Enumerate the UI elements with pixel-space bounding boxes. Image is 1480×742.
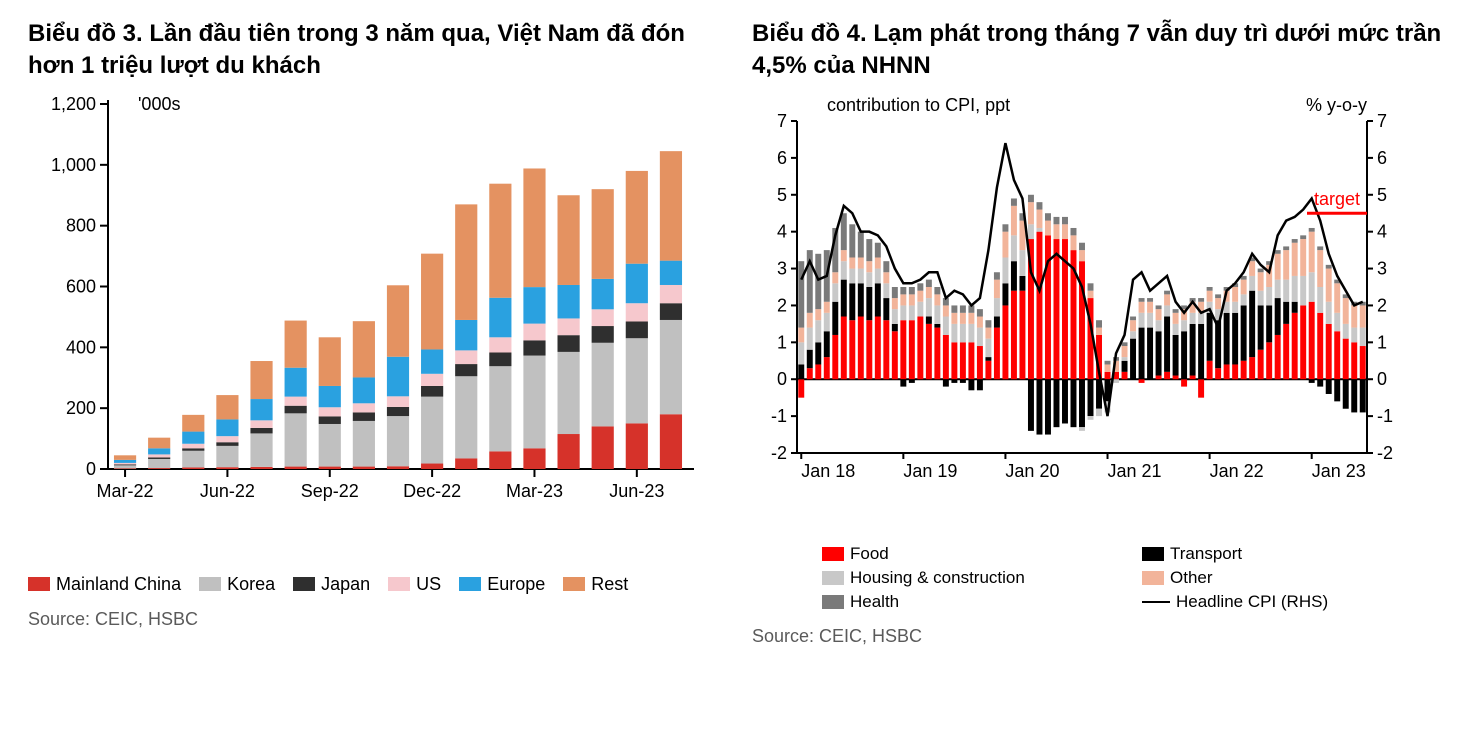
legend-label: Other — [1170, 568, 1213, 588]
legend-label: Housing & construction — [850, 568, 1025, 588]
svg-text:7: 7 — [777, 111, 787, 131]
svg-text:Jan 20: Jan 20 — [1005, 461, 1059, 481]
svg-text:1,000: 1,000 — [51, 155, 96, 175]
chart3-legend-us: US — [388, 574, 441, 595]
svg-text:'000s: '000s — [138, 94, 180, 114]
legend-label: Japan — [321, 574, 370, 595]
svg-text:-2: -2 — [1377, 443, 1393, 463]
legend-swatch — [822, 547, 844, 561]
svg-text:5: 5 — [1377, 185, 1387, 205]
chart4-legend-other: Other — [1142, 568, 1452, 588]
legend-label: Rest — [591, 574, 628, 595]
legend-swatch — [28, 577, 50, 591]
chart4-legend: Food Transport Housing & construction Other… — [752, 544, 1452, 612]
legend-swatch — [388, 577, 410, 591]
legend-swatch — [199, 577, 221, 591]
legend-label: Food — [850, 544, 889, 564]
svg-text:Jan 21: Jan 21 — [1108, 461, 1162, 481]
svg-text:800: 800 — [66, 215, 96, 235]
legend-label: Mainland China — [56, 574, 181, 595]
chart4-plot-area: contribution to CPI, ppt % y-o-y -2 -2 -1 -1 0… — [752, 89, 1452, 534]
chart4-legend-cpi-line: Headline CPI (RHS) — [1142, 592, 1452, 612]
svg-text:4: 4 — [777, 221, 787, 241]
chart3-legend-korea: Korea — [199, 574, 275, 595]
legend-label: Health — [850, 592, 899, 612]
legend-swatch — [1142, 547, 1164, 561]
svg-text:0: 0 — [86, 459, 96, 479]
svg-text:2: 2 — [777, 295, 787, 315]
legend-swatch — [563, 577, 585, 591]
svg-text:6: 6 — [1377, 148, 1387, 168]
legend-label: Transport — [1170, 544, 1242, 564]
svg-text:5: 5 — [777, 185, 787, 205]
svg-text:3: 3 — [1377, 258, 1387, 278]
svg-text:Jan 18: Jan 18 — [801, 461, 855, 481]
legend-label: Headline CPI (RHS) — [1176, 592, 1328, 612]
svg-text:Dec-22: Dec-22 — [403, 481, 461, 501]
svg-text:600: 600 — [66, 276, 96, 296]
legend-swatch — [459, 577, 481, 591]
svg-text:7: 7 — [1377, 111, 1387, 131]
svg-text:-1: -1 — [771, 406, 787, 426]
svg-text:contribution to CPI, ppt: contribution to CPI, ppt — [827, 95, 1010, 115]
svg-text:0: 0 — [1377, 369, 1387, 389]
legend-label: US — [416, 574, 441, 595]
svg-text:Sep-22: Sep-22 — [301, 481, 359, 501]
chart4-legend-housing: Housing & construction — [822, 568, 1132, 588]
chart4-legend-transport: Transport — [1142, 544, 1452, 564]
legend-label: Europe — [487, 574, 545, 595]
svg-text:Jan 22: Jan 22 — [1210, 461, 1264, 481]
chart4-legend-health: Health — [822, 592, 1132, 612]
svg-text:Mar-23: Mar-23 — [506, 481, 563, 501]
legend-label: Korea — [227, 574, 275, 595]
svg-text:% y-o-y: % y-o-y — [1306, 95, 1367, 115]
svg-text:1,200: 1,200 — [51, 94, 96, 114]
svg-text:6: 6 — [777, 148, 787, 168]
chart3-title: Biểu đồ 3. Lần đầu tiên trong 3 năm qua,… — [28, 18, 712, 83]
chart3-plot-area: 0 200 400 600 800 1,000 1,200 '000s Mar-22 Jun-22… — [28, 89, 712, 564]
svg-text:target: target — [1314, 189, 1360, 209]
chart3-legend-mainland_china: Mainland China — [28, 574, 181, 595]
svg-text:1: 1 — [1377, 332, 1387, 352]
legend-swatch — [822, 595, 844, 609]
chart3-panel: Biểu đồ 3. Lần đầu tiên trong 3 năm qua,… — [28, 18, 712, 647]
svg-text:2: 2 — [1377, 295, 1387, 315]
svg-text:0: 0 — [777, 369, 787, 389]
svg-text:4: 4 — [1377, 221, 1387, 241]
svg-text:Jan 19: Jan 19 — [903, 461, 957, 481]
chart3-legend-japan: Japan — [293, 574, 370, 595]
svg-text:3: 3 — [777, 258, 787, 278]
chart4-legend-food: Food — [822, 544, 1132, 564]
legend-swatch — [822, 571, 844, 585]
svg-text:Jun-22: Jun-22 — [200, 481, 255, 501]
legend-swatch — [1142, 571, 1164, 585]
svg-text:Jun-23: Jun-23 — [609, 481, 664, 501]
svg-text:200: 200 — [66, 398, 96, 418]
svg-text:Mar-22: Mar-22 — [97, 481, 154, 501]
chart4-panel: Biểu đồ 4. Lạm phát trong tháng 7 vẫn du… — [752, 18, 1452, 647]
chart3-legend-rest: Rest — [563, 574, 628, 595]
chart4-source: Source: CEIC, HSBC — [752, 626, 1452, 647]
svg-text:-1: -1 — [1377, 406, 1393, 426]
chart4-title: Biểu đồ 4. Lạm phát trong tháng 7 vẫn du… — [752, 18, 1452, 83]
chart3-source: Source: CEIC, HSBC — [28, 609, 712, 630]
svg-text:Jan 23: Jan 23 — [1312, 461, 1366, 481]
svg-text:-2: -2 — [771, 443, 787, 463]
chart3-legend: Mainland China Korea Japan US Europe Rest — [28, 574, 712, 595]
svg-text:1: 1 — [777, 332, 787, 352]
svg-text:400: 400 — [66, 337, 96, 357]
legend-swatch — [293, 577, 315, 591]
chart3-legend-europe: Europe — [459, 574, 545, 595]
